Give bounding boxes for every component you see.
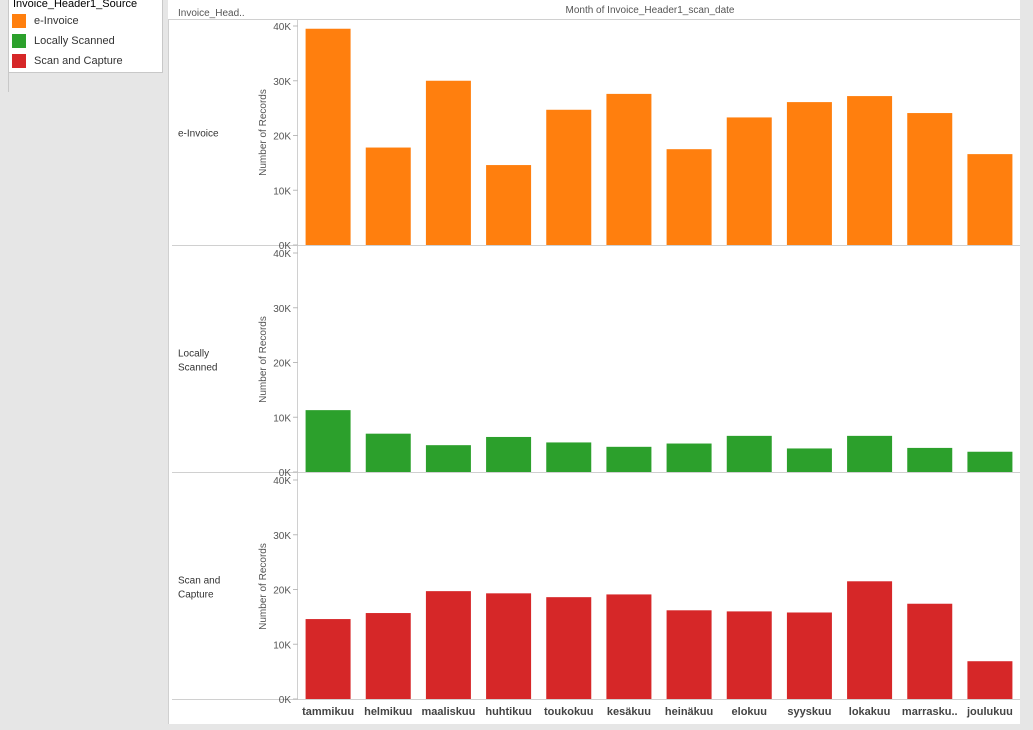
x-category-label[interactable]: lokakuu bbox=[849, 706, 891, 718]
bar-scan-and-capture-tammikuu[interactable] bbox=[305, 619, 351, 699]
x-category-label[interactable]: joulukuu bbox=[966, 706, 1013, 718]
y-tick-label: 0K bbox=[279, 468, 292, 479]
bar-scan-and-capture-maaliskuu[interactable] bbox=[425, 591, 471, 699]
x-category-label[interactable]: heinäkuu bbox=[665, 706, 713, 718]
bar-e-invoice-helmikuu[interactable] bbox=[365, 147, 411, 245]
x-category-label[interactable]: huhtikuu bbox=[485, 706, 531, 718]
column-title[interactable]: Month of Invoice_Header1_scan_date bbox=[565, 5, 734, 16]
y-tick-label: 30K bbox=[273, 304, 291, 315]
y-tick-label: 40K bbox=[273, 22, 291, 33]
legend-label: e-Invoice bbox=[34, 15, 79, 27]
bar-locally-scanned-marrasku[interactable] bbox=[907, 447, 953, 472]
row-label[interactable]: Capture bbox=[178, 590, 214, 601]
legend-swatch bbox=[12, 54, 26, 68]
legend-item-locally-scanned[interactable]: Locally Scanned bbox=[12, 34, 115, 48]
bar-scan-and-capture-lokakuu[interactable] bbox=[847, 581, 893, 699]
x-category-label[interactable]: elokuu bbox=[732, 706, 767, 718]
bar-e-invoice-toukokuu[interactable] bbox=[546, 109, 592, 245]
bar-e-invoice-heinäkuu[interactable] bbox=[666, 149, 712, 245]
y-axis-title[interactable]: Number of Records bbox=[258, 316, 269, 403]
row-label[interactable]: Scanned bbox=[178, 363, 217, 374]
row-label[interactable]: Scan and bbox=[178, 576, 220, 587]
y-tick-label: 30K bbox=[273, 77, 291, 88]
y-tick-label: 30K bbox=[273, 531, 291, 542]
x-category-label[interactable]: toukokuu bbox=[544, 706, 594, 718]
chart-panel: Invoice_Head.. Month of Invoice_Header1_… bbox=[168, 0, 1020, 724]
row-label[interactable]: Locally bbox=[178, 349, 209, 360]
x-category-label[interactable]: maaliskuu bbox=[422, 706, 476, 718]
bar-locally-scanned-maaliskuu[interactable] bbox=[425, 445, 471, 472]
x-category-label[interactable]: syyskuu bbox=[787, 706, 831, 718]
bar-locally-scanned-syyskuu[interactable] bbox=[786, 448, 832, 472]
bar-e-invoice-syyskuu[interactable] bbox=[786, 102, 832, 245]
y-tick-label: 20K bbox=[273, 359, 291, 370]
legend-label: Scan and Capture bbox=[34, 55, 123, 67]
x-category-label[interactable]: tammikuu bbox=[302, 706, 354, 718]
bar-e-invoice-joulukuu[interactable] bbox=[967, 154, 1013, 245]
bar-scan-and-capture-kesäkuu[interactable] bbox=[606, 594, 652, 699]
bar-locally-scanned-lokakuu[interactable] bbox=[847, 435, 893, 472]
bar-scan-and-capture-helmikuu[interactable] bbox=[365, 613, 411, 699]
row-field-header[interactable]: Invoice_Head.. bbox=[178, 8, 245, 19]
y-tick-label: 0K bbox=[279, 695, 292, 706]
y-tick-label: 20K bbox=[273, 586, 291, 597]
bar-locally-scanned-toukokuu[interactable] bbox=[546, 442, 592, 472]
legend-item-e-invoice[interactable]: e-Invoice bbox=[12, 14, 79, 28]
y-tick-label: 40K bbox=[273, 476, 291, 487]
y-tick-label: 40K bbox=[273, 249, 291, 260]
bar-e-invoice-tammikuu[interactable] bbox=[305, 28, 351, 245]
legend: Invoice_Header1_Source e-Invoice Locally… bbox=[8, 0, 163, 73]
bar-scan-and-capture-toukokuu[interactable] bbox=[546, 597, 592, 699]
bar-scan-and-capture-joulukuu[interactable] bbox=[967, 661, 1013, 699]
bar-e-invoice-huhtikuu[interactable] bbox=[486, 165, 532, 245]
legend-title: Invoice_Header1_Source bbox=[13, 0, 138, 10]
bar-locally-scanned-helmikuu[interactable] bbox=[365, 433, 411, 472]
y-tick-label: 10K bbox=[273, 640, 291, 651]
bar-locally-scanned-heinäkuu[interactable] bbox=[666, 443, 712, 472]
bar-locally-scanned-tammikuu[interactable] bbox=[305, 410, 351, 472]
bar-e-invoice-elokuu[interactable] bbox=[726, 117, 772, 245]
row-label[interactable]: e-Invoice bbox=[178, 129, 219, 140]
bar-e-invoice-maaliskuu[interactable] bbox=[425, 80, 471, 245]
legend-swatch bbox=[12, 34, 26, 48]
legend-label: Locally Scanned bbox=[34, 35, 115, 47]
bar-e-invoice-kesäkuu[interactable] bbox=[606, 93, 652, 245]
x-category-label[interactable]: kesäkuu bbox=[607, 706, 651, 718]
legend-swatch bbox=[12, 14, 26, 28]
y-axis-title[interactable]: Number of Records bbox=[258, 543, 269, 630]
y-tick-label: 10K bbox=[273, 186, 291, 197]
x-category-label[interactable]: helmikuu bbox=[364, 706, 412, 718]
sidebar-divider bbox=[8, 72, 9, 92]
bar-locally-scanned-elokuu[interactable] bbox=[726, 435, 772, 472]
bar-scan-and-capture-huhtikuu[interactable] bbox=[486, 593, 532, 699]
chart-canvas: Invoice_Head.. Month of Invoice_Header1_… bbox=[168, 5, 1020, 724]
y-tick-label: 0K bbox=[279, 241, 292, 252]
y-tick-label: 10K bbox=[273, 413, 291, 424]
legend-item-scan-and-capture[interactable]: Scan and Capture bbox=[12, 54, 123, 68]
bar-scan-and-capture-elokuu[interactable] bbox=[726, 611, 772, 699]
bar-scan-and-capture-syyskuu[interactable] bbox=[786, 612, 832, 699]
bar-scan-and-capture-marrasku[interactable] bbox=[907, 603, 953, 699]
y-axis-title[interactable]: Number of Records bbox=[258, 89, 269, 176]
bar-e-invoice-marrasku[interactable] bbox=[907, 113, 953, 246]
y-tick-label: 20K bbox=[273, 132, 291, 143]
bar-scan-and-capture-heinäkuu[interactable] bbox=[666, 610, 712, 699]
bar-locally-scanned-huhtikuu[interactable] bbox=[486, 436, 532, 472]
bar-locally-scanned-joulukuu[interactable] bbox=[967, 451, 1013, 472]
bar-locally-scanned-kesäkuu[interactable] bbox=[606, 446, 652, 472]
bar-e-invoice-lokakuu[interactable] bbox=[847, 96, 893, 245]
x-category-label[interactable]: marrasku.. bbox=[902, 706, 958, 718]
